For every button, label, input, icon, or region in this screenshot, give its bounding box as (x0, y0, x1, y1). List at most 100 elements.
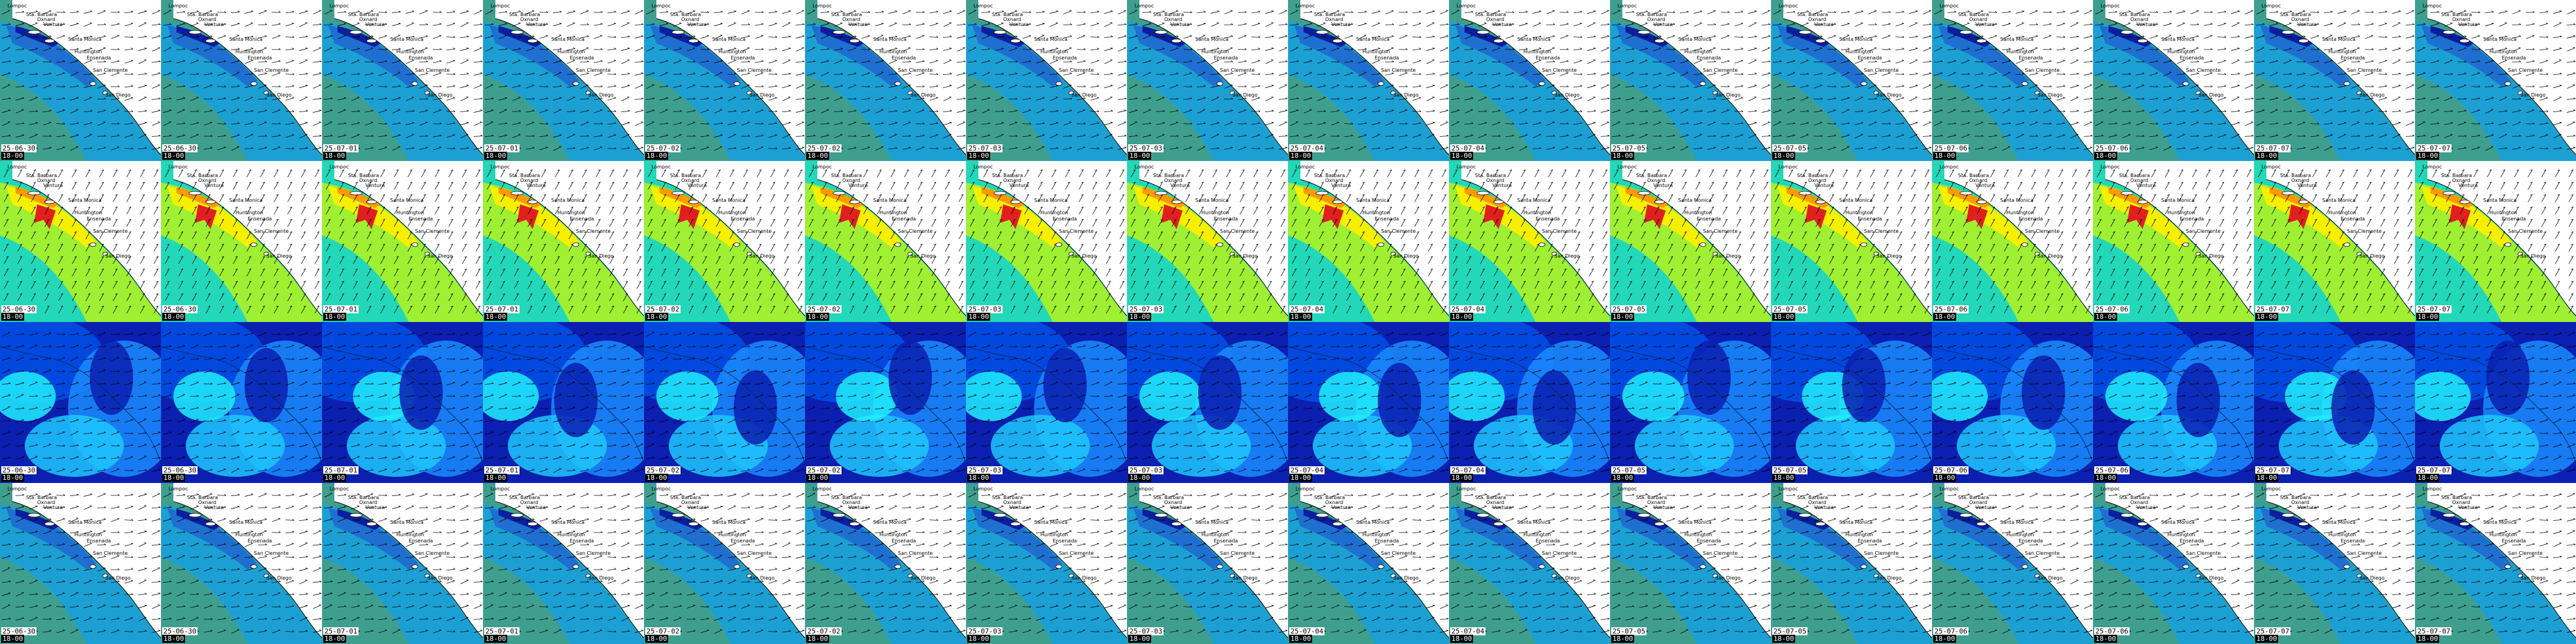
map-panel-wave-period-11[interactable]: Lompoc Sta. Barbara Ventura Santa Monica San… (1771, 161, 1932, 322)
map-svg (1288, 161, 1449, 322)
coastline (2266, 18, 2415, 155)
wind-direction-arrow-icon (2351, 35, 2361, 38)
map-panel-wave-period-6[interactable]: Lompoc Sta. Barbara Ventura Santa Monica San… (966, 161, 1127, 322)
wind-direction-arrow-icon (2002, 59, 2011, 64)
wind-direction-arrow-icon (1358, 35, 1367, 40)
wind-direction-arrow-icon (981, 48, 991, 50)
map-panel-wave-height-1[interactable]: Lompoc Sta. Barbara Ventura Santa Monica San… (161, 0, 322, 161)
coastline (334, 18, 483, 155)
wind-direction-arrow-icon (1800, 22, 1809, 27)
map-panel-wave-height-4[interactable]: Lompoc Sta. Barbara Ventura Santa Monica San… (644, 0, 805, 161)
map-panel-wave-height-10[interactable]: Lompoc Sta. Barbara Ventura Santa Monica San… (1610, 0, 1771, 161)
map-panel-wave-height-2[interactable]: Lompoc Sta. Barbara Ventura Santa Monica San… (322, 0, 483, 161)
wind-direction-arrow-icon (2231, 10, 2240, 14)
wind-direction-arrow-icon (1666, 122, 1676, 124)
wind-direction-arrow-icon (230, 11, 240, 14)
wind-direction-arrow-icon (916, 109, 925, 113)
wind-direction-arrow-icon (1947, 85, 1957, 87)
wind-direction-arrow-icon (1265, 10, 1274, 14)
wind-direction-arrow-icon (646, 121, 655, 126)
map-panel-wave-period-4[interactable]: Lompoc Sta. Barbara Ventura Santa Monica San… (644, 161, 805, 322)
island (1976, 38, 1987, 43)
map-panel-wave-height-6[interactable]: Lompoc Sta. Barbara Ventura Santa Monica San… (966, 0, 1127, 161)
wind-direction-arrow-icon (2283, 10, 2292, 14)
map-panel-wave-height-9[interactable]: Lompoc Sta. Barbara Ventura Santa Monica San… (1449, 0, 1610, 161)
field-band-inner (1294, 25, 1384, 87)
map-panel-wave-height-5[interactable]: Lompoc Sta. Barbara Ventura Santa Monica San… (805, 0, 966, 161)
wind-direction-arrow-icon (847, 97, 857, 100)
map-panel-wave-period-2[interactable]: Lompoc Sta. Barbara Ventura Santa Monica San… (322, 161, 483, 322)
map-panel-wave-height-13[interactable]: Lompoc Sta. Barbara Ventura Santa Monica San… (2093, 0, 2254, 161)
wind-direction-arrow-icon (2084, 10, 2092, 15)
place-label: Santa Monica (1195, 198, 1229, 203)
map-panel-wave-height-12[interactable]: Lompoc Sta. Barbara Ventura Santa Monica San… (1932, 0, 2093, 161)
wind-direction-arrow-icon (2269, 85, 2279, 87)
wind-direction-arrow-icon (553, 59, 562, 64)
wind-direction-arrow-icon (2176, 110, 2186, 112)
wind-direction-arrow-icon (2512, 23, 2522, 25)
wind-direction-arrow-icon (2310, 85, 2320, 87)
coastline (1461, 18, 1610, 155)
place-label: Huntington (1523, 211, 1551, 215)
wind-direction-arrow-icon (1560, 97, 1569, 100)
wind-direction-arrow-icon (405, 35, 415, 38)
map-panel-wave-height-8[interactable]: Lompoc Sta. Barbara Ventura Santa Monica San… (1288, 0, 1449, 161)
place-label: San Diego (427, 93, 453, 98)
map-panel-wave-period-7[interactable]: Lompoc Sta. Barbara Ventura Santa Monica San… (1127, 161, 1288, 322)
wind-direction-arrow-icon (473, 134, 483, 137)
wind-direction-arrow-icon (673, 134, 682, 138)
map-panel-wave-period-8[interactable]: Lompoc Sta. Barbara Ventura Santa Monica San… (1288, 161, 1449, 322)
map-panel-wave-height-7[interactable]: Lompoc Sta. Barbara Ventura Santa Monica San… (1127, 0, 1288, 161)
map-panel-wave-period-12[interactable]: Lompoc Sta. Barbara Ventura Santa Monica San… (1932, 161, 2093, 322)
wind-direction-arrow-icon (1237, 11, 1247, 13)
island (510, 30, 524, 35)
wind-direction-arrow-icon (378, 109, 387, 113)
map-panel-wave-height-15[interactable]: Lompoc Sta. Barbara Ventura Santa Monica San… (2415, 0, 2576, 161)
wind-direction-arrow-icon (1344, 11, 1354, 13)
wind-direction-arrow-icon (1477, 35, 1487, 38)
wind-direction-arrow-icon (151, 60, 161, 63)
wind-direction-arrow-icon (1063, 23, 1073, 25)
map-panel-wave-period-9[interactable]: Lompoc Sta. Barbara Ventura Santa Monica San… (1449, 161, 1610, 322)
wind-direction-arrow-icon (392, 97, 401, 101)
map-panel-wave-period-1[interactable]: Lompoc Sta. Barbara Ventura Santa Monica San… (161, 161, 322, 322)
map-panel-wave-height-14[interactable]: Lompoc Sta. Barbara Ventura Santa Monica San… (2254, 0, 2415, 161)
wind-direction-arrow-icon (2378, 122, 2388, 125)
wind-direction-arrow-icon (29, 47, 38, 51)
wind-direction-arrow-icon (43, 147, 52, 150)
coastline (12, 18, 161, 155)
place-label: Ensenada (2341, 56, 2365, 61)
wind-direction-arrow-icon (460, 134, 469, 139)
wind-direction-arrow-icon (1022, 109, 1031, 113)
wind-direction-arrow-icon (1800, 97, 1809, 101)
map-panel-wave-height-3[interactable]: Lompoc Sta. Barbara Ventura Santa Monica San… (483, 0, 644, 161)
wind-direction-arrow-icon (1196, 11, 1206, 14)
wind-direction-arrow-icon (2351, 134, 2361, 137)
wind-direction-arrow-icon (1129, 121, 1138, 126)
place-label: Huntington (2167, 50, 2195, 54)
place-label: San Clemente (93, 229, 128, 234)
wind-direction-arrow-icon (299, 121, 308, 126)
place-label: Lompoc (490, 165, 510, 170)
map-panel-wave-height-0[interactable]: Lompoc Sta. Barbara Ventura Santa Monica San… (0, 0, 161, 161)
map-panel-wave-period-3[interactable]: Lompoc Sta. Barbara Ventura Santa Monica San… (483, 161, 644, 322)
wind-direction-arrow-icon (56, 60, 66, 63)
map-panel-wave-period-0[interactable]: Lompoc Sta. Barbara Ventura Santa Monica San… (0, 161, 161, 322)
wind-direction-arrow-icon (2365, 60, 2374, 63)
wind-direction-arrow-icon (1440, 10, 1448, 15)
map-panel-wave-period-5[interactable]: Lompoc Sta. Barbara Ventura Santa Monica San… (805, 161, 966, 322)
wind-direction-arrow-icon (2204, 134, 2213, 137)
wind-direction-arrow-icon (498, 59, 507, 63)
wind-direction-arrow-icon (1399, 134, 1408, 137)
wind-direction-arrow-icon (365, 84, 373, 89)
wind-direction-arrow-icon (484, 97, 494, 100)
wind-direction-arrow-icon (621, 10, 630, 14)
wind-direction-arrow-icon (419, 10, 428, 14)
map-panel-wave-period-13[interactable]: Lompoc Sta. Barbara Ventura Santa Monica San… (2093, 161, 2254, 322)
wind-direction-arrow-icon (1855, 121, 1863, 125)
map-panel-wave-height-11[interactable]: Lompoc Sta. Barbara Ventura Santa Monica San… (1771, 0, 1932, 161)
island (585, 90, 591, 95)
wind-direction-arrow-icon (2095, 121, 2104, 126)
wind-direction-arrow-icon (687, 47, 695, 51)
map-panel-wave-period-10[interactable]: Lompoc Sta. Barbara Ventura Santa Monica San… (1610, 161, 1771, 322)
